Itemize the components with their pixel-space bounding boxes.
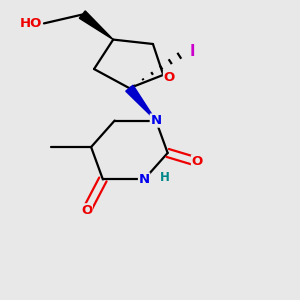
Text: O: O — [164, 71, 175, 84]
Text: O: O — [164, 71, 175, 84]
Text: N: N — [139, 173, 150, 186]
Polygon shape — [126, 85, 156, 121]
Text: O: O — [191, 155, 203, 168]
Text: I: I — [190, 44, 195, 59]
Text: H: H — [160, 172, 170, 184]
Text: N: N — [139, 173, 150, 186]
Text: O: O — [81, 204, 92, 217]
Text: N: N — [150, 114, 161, 127]
Text: HO: HO — [20, 17, 43, 30]
Text: O: O — [81, 204, 92, 217]
Text: O: O — [191, 155, 203, 168]
Text: N: N — [150, 114, 161, 127]
Polygon shape — [79, 11, 113, 40]
Text: I: I — [190, 44, 195, 59]
